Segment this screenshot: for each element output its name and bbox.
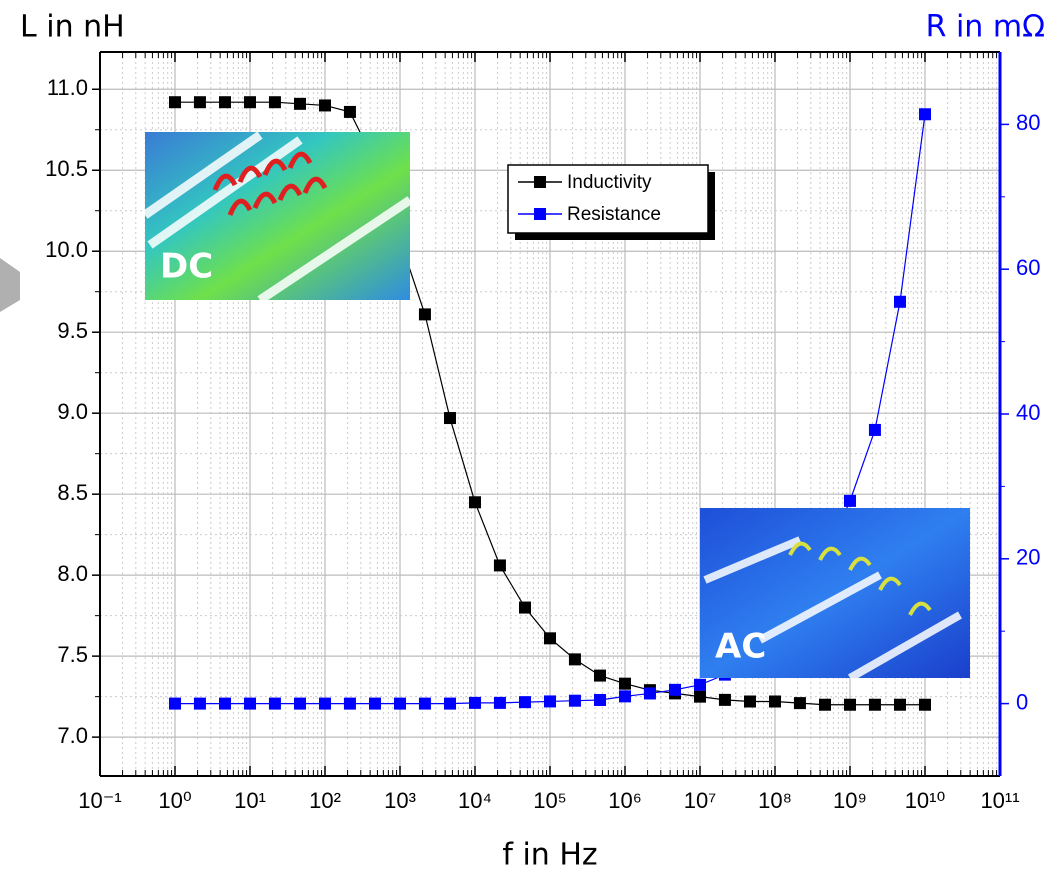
x-tick-label: 10⁸	[758, 788, 792, 813]
marker	[719, 694, 731, 706]
y-tick-label: 10.5	[45, 156, 88, 181]
marker	[244, 96, 256, 108]
marker	[769, 695, 781, 707]
marker	[594, 694, 606, 706]
x-tick-label: 10⁻¹	[78, 788, 121, 813]
marker	[344, 106, 356, 118]
x-tick-label: 10⁶	[608, 788, 642, 813]
marker	[219, 698, 231, 710]
chart: DC AC Inductivity Resistance L in nH R i…	[0, 0, 1063, 874]
y2-tick-label: 60	[1016, 255, 1040, 280]
marker	[819, 699, 831, 711]
marker	[569, 653, 581, 665]
marker	[244, 698, 256, 710]
marker	[494, 697, 506, 709]
marker	[444, 412, 456, 424]
marker	[569, 695, 581, 707]
marker	[694, 679, 706, 691]
legend-marker	[534, 208, 546, 220]
marker	[844, 699, 856, 711]
marker	[744, 695, 756, 707]
marker	[419, 308, 431, 320]
x-tick-label: 10¹⁰	[905, 788, 946, 813]
y-tick-label: 10.0	[45, 237, 88, 262]
x-tick-label: 10³	[384, 788, 416, 813]
marker	[544, 695, 556, 707]
marker	[169, 698, 181, 710]
y-tick-label: 9.0	[57, 399, 88, 424]
marker	[869, 424, 881, 436]
x-tick-label: 10⁵	[533, 788, 567, 813]
marker	[269, 96, 281, 108]
marker	[919, 699, 931, 711]
y2-tick-label: 40	[1016, 400, 1040, 425]
marker	[319, 698, 331, 710]
y2-tick-label: 20	[1016, 545, 1040, 570]
marker	[544, 632, 556, 644]
marker	[519, 696, 531, 708]
y-tick-label: 7.0	[57, 723, 88, 748]
y-tick-label: 7.5	[57, 642, 88, 667]
x-tick-label: 10²	[309, 788, 341, 813]
marker	[169, 96, 181, 108]
marker	[194, 96, 206, 108]
marker	[294, 98, 306, 110]
x-tick-label: 10¹¹	[980, 788, 1019, 813]
marker	[694, 691, 706, 703]
y-tick-label: 11.0	[47, 75, 88, 100]
marker	[619, 690, 631, 702]
y2-tick-label: 80	[1016, 110, 1040, 135]
legend-marker	[534, 176, 546, 188]
marker	[194, 698, 206, 710]
marker	[919, 108, 931, 120]
legend-label: Inductivity	[567, 172, 652, 193]
marker	[269, 698, 281, 710]
y-axis-label: L in nH	[20, 10, 125, 45]
x-tick-label: 10¹	[234, 788, 266, 813]
marker	[419, 698, 431, 710]
marker	[894, 699, 906, 711]
marker	[344, 698, 356, 710]
page: DC AC Inductivity Resistance L in nH R i…	[0, 0, 1063, 874]
marker	[619, 678, 631, 690]
legend-label: Resistance	[567, 204, 661, 225]
annotation: AC	[715, 627, 766, 667]
marker	[669, 684, 681, 696]
y2-tick-label: 0	[1016, 689, 1028, 714]
x-tick-label: 10⁴	[458, 788, 492, 813]
dc-image: DC	[145, 132, 410, 300]
x-tick-label: 10⁹	[833, 788, 867, 813]
ac-image: AC	[700, 508, 970, 678]
marker	[369, 698, 381, 710]
y-tick-label: 8.0	[57, 561, 88, 586]
marker	[444, 698, 456, 710]
marker	[519, 602, 531, 614]
y2-axis-label: R in mΩ	[926, 10, 1045, 45]
decoration	[0, 258, 20, 312]
marker	[894, 296, 906, 308]
marker	[469, 496, 481, 508]
x-tick-label: 10⁰	[158, 788, 191, 813]
marker	[644, 687, 656, 699]
annotation: DC	[160, 247, 213, 287]
legend: Inductivity Resistance	[508, 165, 715, 240]
marker	[494, 559, 506, 571]
marker	[869, 699, 881, 711]
marker	[794, 697, 806, 709]
marker	[844, 495, 856, 507]
marker	[319, 99, 331, 111]
marker	[394, 698, 406, 710]
marker	[469, 697, 481, 709]
x-axis-label: f in Hz	[502, 838, 597, 873]
y-tick-label: 8.5	[57, 480, 88, 505]
marker	[294, 698, 306, 710]
marker	[594, 670, 606, 682]
x-tick-label: 10⁷	[684, 788, 716, 813]
marker	[219, 96, 231, 108]
y-tick-label: 9.5	[57, 318, 88, 343]
